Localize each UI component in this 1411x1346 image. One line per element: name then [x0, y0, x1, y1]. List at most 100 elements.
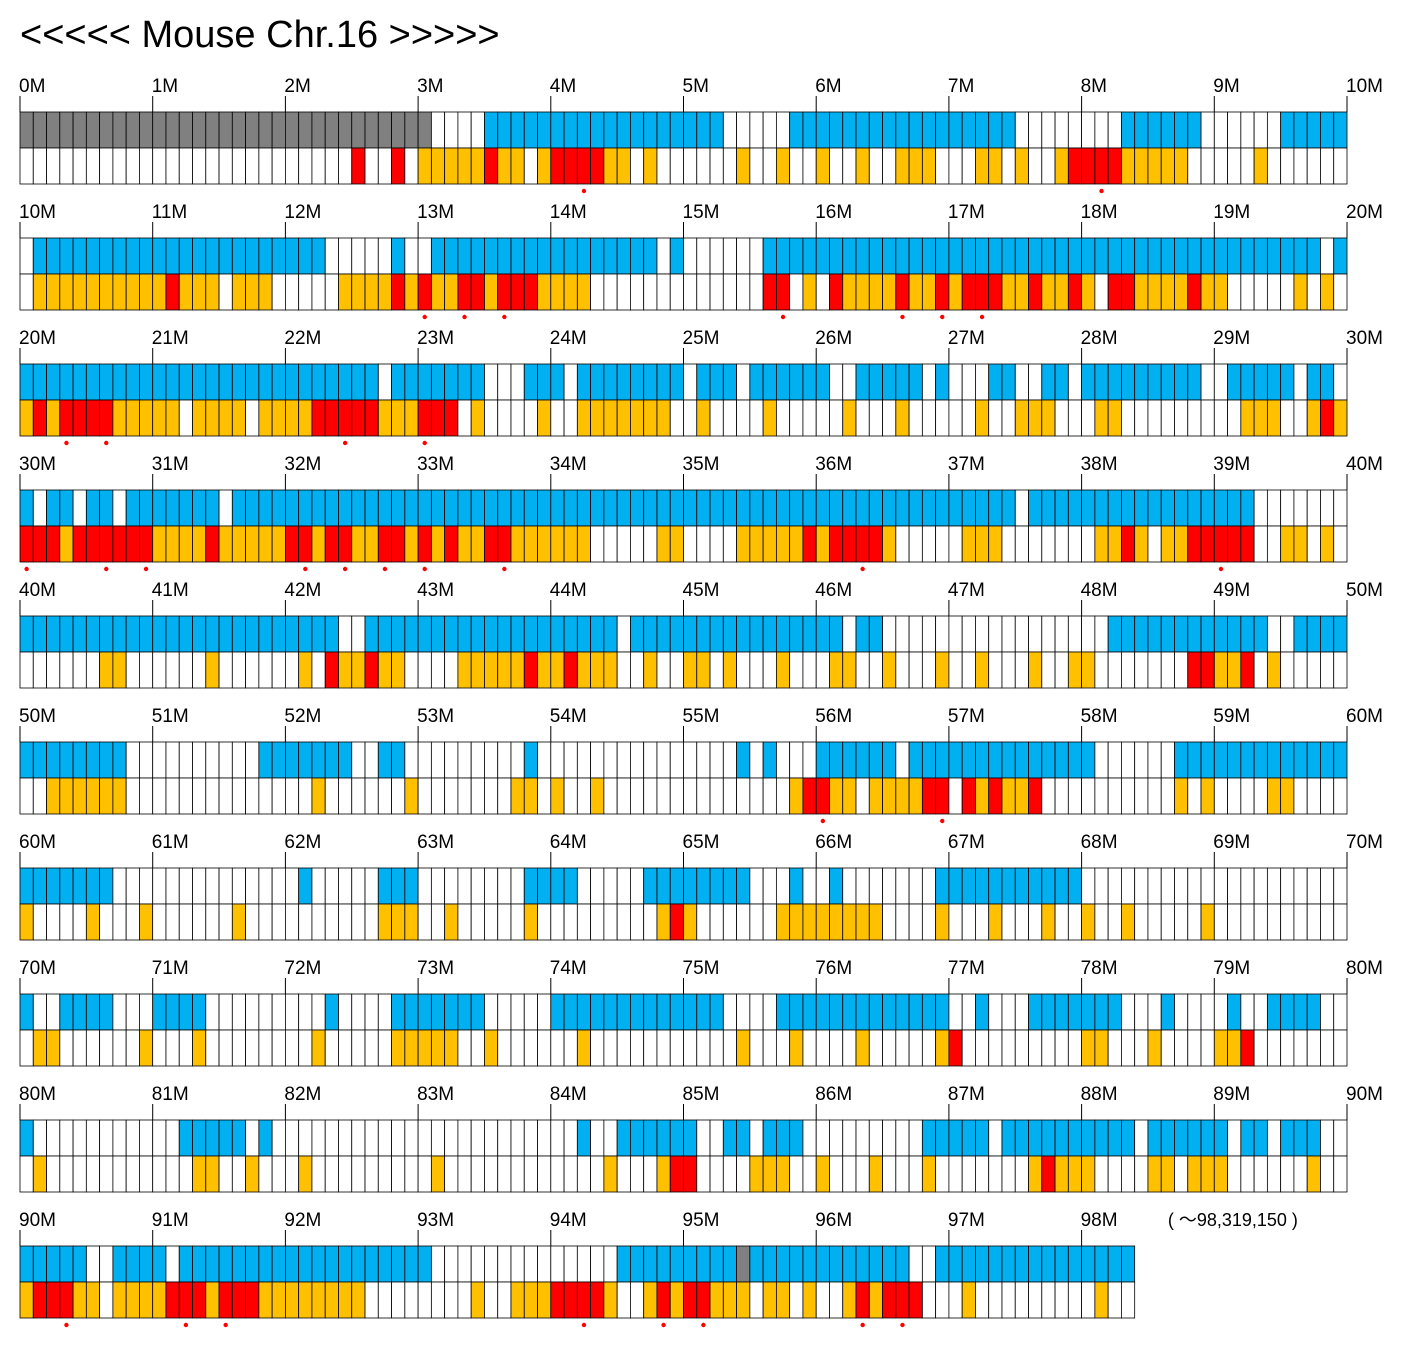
upper-cell: [417, 615, 432, 653]
lower-cell: [430, 147, 446, 185]
upper-cell: [271, 489, 286, 527]
page-title: <<<<< Mouse Chr.16 >>>>>: [20, 14, 500, 56]
upper-cell: [749, 867, 764, 905]
lower-cell: [364, 1029, 379, 1067]
mb-label: 7M: [948, 76, 974, 97]
upper-cell: [404, 867, 419, 905]
upper-cell: [1041, 111, 1056, 149]
lower-cell: [1213, 399, 1228, 437]
lower-cell: [1280, 273, 1295, 311]
mb-label: 68M: [1081, 832, 1118, 853]
mb-label: 76M: [815, 958, 852, 979]
upper-cell: [1054, 1119, 1069, 1157]
upper-cell: [669, 615, 684, 653]
upper-cell: [1227, 867, 1242, 905]
lower-cell: [882, 1281, 897, 1319]
upper-cell: [1107, 111, 1122, 149]
upper-cell: [948, 489, 963, 527]
lower-cell: [404, 651, 419, 689]
upper-cell: [1333, 363, 1348, 401]
upper-cell: [19, 1245, 34, 1283]
upper-cell: [351, 741, 366, 779]
upper-cell: [789, 741, 804, 779]
lower-cell: [1306, 1029, 1321, 1067]
upper-cell: [842, 489, 857, 527]
lower-cell: [1174, 147, 1189, 185]
lower-cell: [948, 777, 963, 815]
lower-cell: [603, 903, 618, 941]
upper-cell: [935, 867, 950, 905]
upper-cell: [1014, 363, 1029, 401]
lower-cell: [152, 399, 167, 437]
lower-cell: [192, 1155, 207, 1193]
upper-cell: [921, 489, 937, 527]
upper-cell: [882, 237, 897, 275]
upper-cell: [1094, 111, 1109, 149]
upper-cell: [391, 1119, 406, 1157]
upper-cell: [616, 489, 631, 527]
lower-cell: [1174, 525, 1189, 563]
lower-cell: [1187, 777, 1202, 815]
lower-cell: [921, 147, 937, 185]
lower-cell: [868, 147, 883, 185]
lower-cell: [165, 525, 180, 563]
lower-cell: [868, 903, 883, 941]
marker-dot: [661, 1322, 666, 1328]
lower-cell: [669, 147, 684, 185]
lower-cell: [829, 399, 844, 437]
upper-cell: [311, 237, 326, 275]
upper-cell: [1266, 237, 1282, 275]
mb-label: 86M: [815, 1084, 852, 1105]
upper-cell: [298, 111, 313, 149]
upper-cell: [497, 615, 512, 653]
upper-cell: [948, 741, 963, 779]
lower-cell: [165, 147, 180, 185]
upper-cell: [948, 615, 963, 653]
lower-cell: [377, 903, 392, 941]
lower-cell: [152, 777, 167, 815]
upper-cell: [311, 867, 326, 905]
lower-cell: [125, 1281, 140, 1319]
lower-cell: [842, 525, 857, 563]
lower-cell: [1147, 903, 1162, 941]
upper-cell: [948, 867, 963, 905]
upper-cell: [470, 615, 485, 653]
lower-cell: [696, 147, 711, 185]
upper-cell: [789, 993, 804, 1031]
upper-cell: [298, 615, 313, 653]
lower-cell: [709, 1029, 724, 1067]
upper-cell: [85, 237, 101, 275]
upper-cell: [258, 867, 273, 905]
lower-cell: [99, 1281, 114, 1319]
upper-cell: [868, 237, 883, 275]
lower-cell: [1187, 525, 1202, 563]
lower-cell: [736, 273, 751, 311]
lower-cell: [311, 903, 326, 941]
lower-cell: [1227, 777, 1242, 815]
lower-cell: [1041, 903, 1056, 941]
upper-cell: [1266, 363, 1282, 401]
upper-cell: [948, 363, 963, 401]
lower-cell: [1014, 777, 1029, 815]
lower-cell: [842, 651, 857, 689]
upper-cell: [802, 363, 817, 401]
upper-cell: [1094, 993, 1109, 1031]
mb-label: 15M: [683, 202, 720, 223]
upper-cell: [537, 1245, 552, 1283]
lower-cell: [338, 399, 353, 437]
upper-cell: [85, 741, 101, 779]
lower-cell: [1014, 1281, 1029, 1319]
upper-cell: [245, 489, 260, 527]
lower-cell: [510, 147, 525, 185]
upper-cell: [112, 867, 127, 905]
lower-cell: [895, 525, 910, 563]
lower-cell: [377, 777, 392, 815]
lower-cell: [1293, 1029, 1308, 1067]
lower-cell: [417, 651, 432, 689]
upper-cell: [178, 741, 193, 779]
upper-cell: [112, 1245, 127, 1283]
lower-cell: [152, 147, 167, 185]
upper-cell: [1067, 1245, 1082, 1283]
upper-cell: [736, 741, 751, 779]
lower-cell: [351, 1281, 366, 1319]
